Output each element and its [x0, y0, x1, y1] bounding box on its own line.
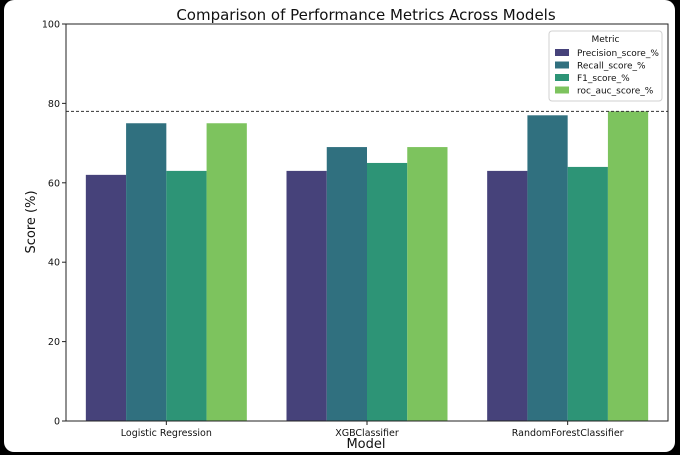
plot-area: [65, 23, 669, 422]
bar-2-0: [487, 170, 528, 421]
x-axis-label: Model: [346, 437, 385, 452]
legend-swatch: [555, 86, 569, 94]
legend: Metric Precision_score_% Recall_score_% F1_…: [548, 30, 663, 102]
bar-0-3: [206, 123, 247, 421]
chart-title: Comparison of Performance Metrics Across…: [176, 6, 556, 24]
legend-label: F1_score_%: [577, 74, 630, 84]
bar-0-0: [85, 174, 127, 421]
x-tick-label: XGBClassifier: [335, 428, 399, 439]
x-tick-label: Logistic Regression: [121, 428, 212, 439]
y-tick-label: 60: [48, 178, 60, 189]
legend-label: Recall_score_%: [577, 62, 646, 72]
bar-2-1: [527, 115, 568, 421]
x-tick-label: RandomForestClassifier: [512, 428, 624, 439]
bar-1-1: [326, 147, 367, 421]
y-tick-label: 40: [48, 258, 60, 269]
legend-title: Metric: [592, 35, 620, 45]
bar-2-3: [607, 111, 649, 421]
bar-0-1: [126, 123, 167, 421]
y-tick-label: 100: [42, 20, 60, 31]
bar-1-0: [286, 170, 327, 421]
axis-ticks: 0 20 40 60 80 100 Logistic Regression XGBClassi…: [42, 20, 624, 440]
chart-card: Comparison of Performance Metrics Across…: [4, 0, 675, 452]
bar-1-3: [407, 147, 448, 421]
bar-2-2: [567, 166, 608, 421]
y-tick-label: 80: [48, 99, 60, 110]
bar-chart: Comparison of Performance Metrics Across…: [24, 6, 669, 452]
y-tick-label: 20: [48, 337, 60, 348]
legend-swatch: [555, 49, 569, 56]
legend-box: [548, 30, 663, 102]
y-axis-label: Score (%): [24, 190, 39, 253]
legend-swatch: [555, 74, 569, 81]
y-tick-label: 0: [54, 417, 60, 428]
legend-label: roc_auc_score_%: [577, 87, 654, 97]
legend-swatch: [555, 61, 569, 69]
legend-label: Precision_score_%: [577, 49, 659, 59]
bar-1-2: [367, 162, 408, 421]
bar-0-2: [166, 170, 207, 421]
